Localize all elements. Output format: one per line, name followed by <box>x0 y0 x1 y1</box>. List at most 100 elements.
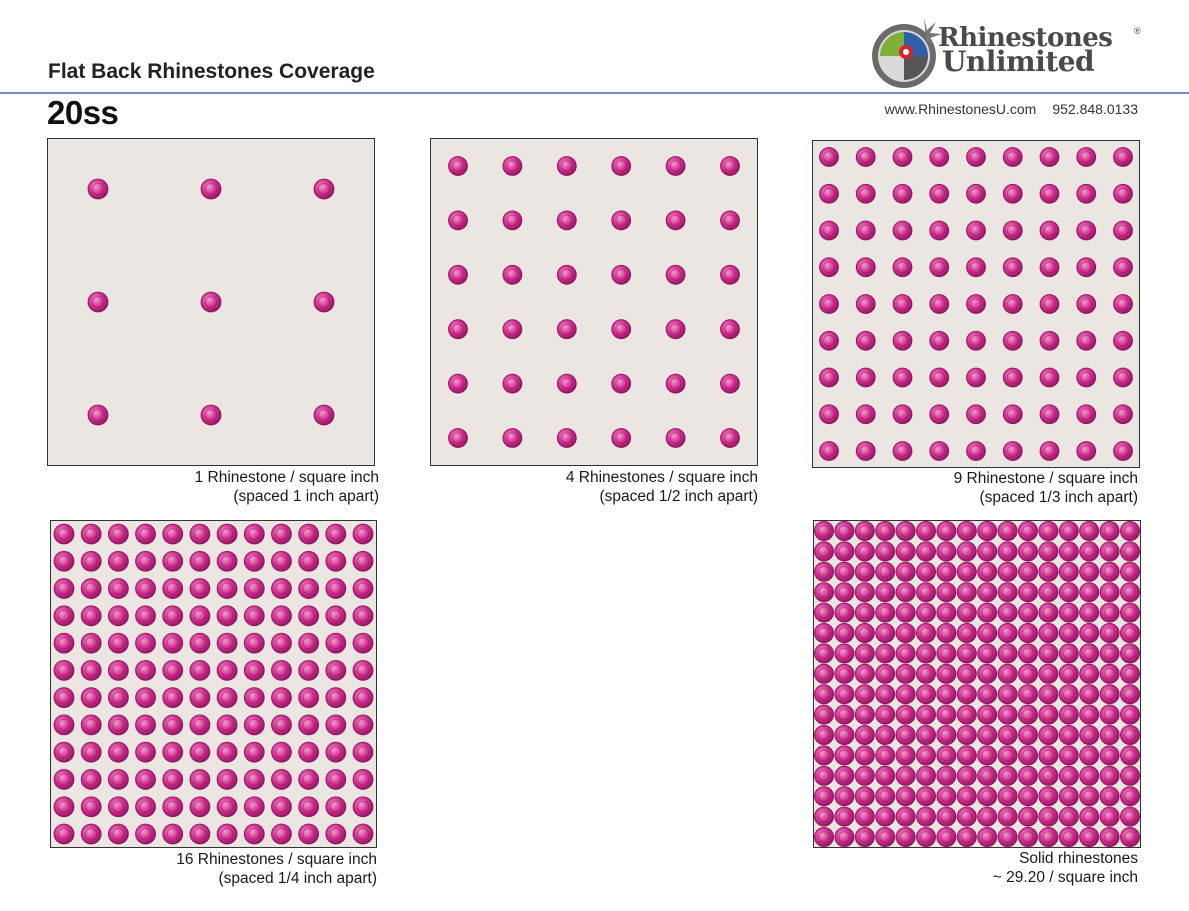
rhinestone <box>298 769 320 790</box>
rhinestone <box>834 806 855 827</box>
rhinestone <box>107 578 129 599</box>
rhinestone <box>325 578 347 599</box>
rhinestone <box>162 823 184 845</box>
rhinestone <box>1017 663 1038 684</box>
coverage-panel-solid <box>813 520 1141 848</box>
rhinestone <box>216 550 238 572</box>
caption-panel-2: 4 Rhinestones / square inch (spaced 1/2 … <box>566 468 758 506</box>
rhinestone <box>875 521 896 541</box>
rhinestone <box>1119 561 1140 582</box>
rhinestone <box>87 291 109 313</box>
rhinestone <box>819 404 839 425</box>
rhinestone <box>1039 257 1060 278</box>
rhinestone <box>80 741 102 763</box>
rhinestone <box>1017 561 1038 582</box>
rhinestone <box>80 659 102 681</box>
rhinestone <box>325 632 347 654</box>
rhinestone <box>854 704 875 725</box>
rhinestone <box>1038 582 1059 603</box>
rhinestone <box>1099 724 1120 745</box>
rhinestone <box>1119 704 1140 725</box>
rhinestone <box>189 659 211 681</box>
rhinestone <box>854 745 875 766</box>
rhinestone <box>1119 602 1140 623</box>
rhinestone <box>162 523 184 545</box>
rhinestone <box>243 632 265 654</box>
rhinestone <box>977 643 998 664</box>
rhinestone <box>325 687 347 709</box>
rhinestone <box>665 319 686 340</box>
rhinestone <box>189 823 211 845</box>
rhinestone <box>448 319 468 340</box>
rhinestone <box>895 684 916 705</box>
website-link[interactable]: www.RhinestonesU.com <box>884 101 1037 117</box>
rhinestone <box>814 704 834 725</box>
rhinestone <box>936 765 957 786</box>
rhinestone <box>1058 724 1079 745</box>
rhinestone <box>997 582 1018 603</box>
rhinestone <box>1079 602 1100 623</box>
rhinestone <box>966 330 986 351</box>
rhinestone <box>1113 441 1133 461</box>
rhinestone <box>1099 765 1120 786</box>
rhinestone <box>216 659 238 681</box>
rhinestone <box>936 724 957 745</box>
rhinestone <box>1113 147 1133 167</box>
page-title: Flat Back Rhinestones Coverage <box>48 60 375 83</box>
rhinestone <box>956 541 977 562</box>
rhinestone <box>243 823 265 845</box>
rhinestone <box>1058 765 1079 786</box>
brand-line-1: Rhinestones <box>938 23 1113 53</box>
rhinestone <box>854 582 875 603</box>
rhinestone <box>854 663 875 684</box>
rhinestone <box>929 441 950 461</box>
registered-mark: ® <box>1134 26 1141 36</box>
rhinestone <box>814 663 834 684</box>
rhinestone <box>352 550 374 572</box>
rhinestone <box>814 561 834 582</box>
rhinestone <box>966 441 986 461</box>
rhinestone <box>1038 704 1059 725</box>
rhinestone <box>1119 806 1140 827</box>
rhinestone <box>1119 745 1140 766</box>
rhinestone <box>892 294 913 314</box>
rhinestone <box>854 561 875 582</box>
stone-size-label: 20ss <box>47 94 119 131</box>
rhinestone <box>966 404 986 425</box>
rhinestone <box>352 741 374 763</box>
rhinestone <box>892 441 913 461</box>
rhinestone <box>502 373 523 394</box>
rhinestone <box>271 741 292 763</box>
rhinestone <box>997 765 1018 786</box>
rhinestone <box>352 605 374 627</box>
rhinestone <box>814 827 834 847</box>
rhinestone <box>1017 745 1038 766</box>
rhinestone <box>997 684 1018 705</box>
rhinestone <box>1038 602 1059 623</box>
rhinestone <box>107 659 129 681</box>
rhinestone <box>875 806 896 827</box>
rhinestone <box>895 704 916 725</box>
rhinestone <box>325 550 347 572</box>
rhinestone <box>271 659 292 681</box>
rhinestone <box>854 684 875 705</box>
rhinestone <box>135 796 156 818</box>
rhinestone <box>271 578 292 599</box>
rhinestone <box>271 714 292 736</box>
rhinestone <box>966 257 986 278</box>
rhinestone <box>1002 294 1023 314</box>
rhinestone <box>107 769 129 790</box>
rhinestone <box>53 659 75 681</box>
rhinestone <box>966 183 986 204</box>
rhinestone <box>135 714 156 736</box>
rhinestone <box>1038 745 1059 766</box>
rhinestone <box>1113 330 1133 351</box>
rhinestone <box>665 210 686 231</box>
rhinestone <box>895 602 916 623</box>
rhinestone <box>819 147 839 167</box>
rhinestone <box>1038 684 1059 705</box>
rhinestone <box>977 786 998 807</box>
rhinestone <box>916 602 937 623</box>
rhinestone <box>135 605 156 627</box>
rhinestone <box>1119 643 1140 664</box>
